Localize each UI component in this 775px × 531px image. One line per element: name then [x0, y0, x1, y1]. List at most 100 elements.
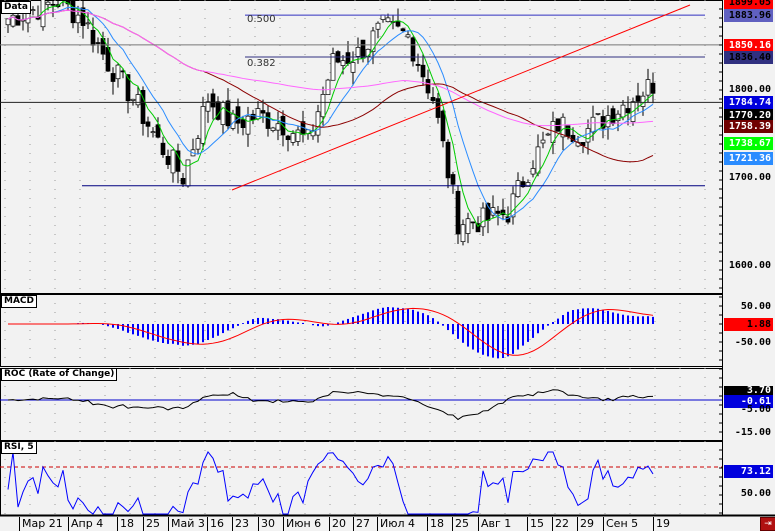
candle-body — [30, 9, 36, 11]
candle-body — [125, 74, 131, 102]
candle-body — [360, 39, 366, 59]
candle-body — [110, 73, 116, 82]
candle-body — [235, 106, 241, 124]
candle-body — [410, 37, 416, 62]
candle-body — [445, 141, 451, 179]
candle-body — [565, 125, 571, 137]
macd-value-label: 1.88 — [724, 318, 773, 331]
candle-body — [260, 110, 266, 114]
price-label: 1850.16 — [724, 38, 773, 52]
price-label: 1770.20 — [724, 109, 773, 123]
candle-body — [430, 97, 436, 101]
candle-body — [470, 221, 476, 224]
roc-value-label-b: -0.61 — [724, 395, 773, 408]
candle-body — [520, 181, 526, 188]
candle-body — [435, 98, 441, 118]
fib-label-382: 0.382 — [247, 58, 276, 69]
price-label: 1899.05 — [724, 0, 773, 9]
axis-label: -15.00 — [734, 427, 771, 438]
axis-label: 50.00 — [740, 301, 771, 312]
candle-body — [455, 190, 461, 235]
axis-label: -50.00 — [734, 337, 771, 348]
candle-body — [65, 0, 71, 5]
candle-body — [330, 53, 336, 81]
pane-title-macd: MACD — [1, 295, 37, 308]
candle-body — [405, 34, 411, 38]
candle-body — [40, 0, 46, 28]
candle-body — [530, 168, 536, 175]
exit-icon[interactable]: ⇥ — [760, 517, 775, 531]
candle-body — [140, 89, 146, 124]
price-label: 1883.96 — [724, 9, 773, 23]
x-axis-label: 16 — [207, 517, 224, 531]
price-label: 1738.67 — [724, 136, 773, 150]
x-axis-label: 30 — [258, 517, 275, 531]
axis-label: 50.00 — [740, 488, 771, 499]
candle-body — [295, 129, 301, 142]
candle-body — [90, 29, 96, 46]
candle-body — [585, 128, 591, 143]
candle-body — [165, 156, 171, 165]
candle-body — [545, 133, 551, 136]
candle-body — [510, 193, 516, 218]
candle-body — [480, 207, 486, 228]
candle-body — [200, 106, 206, 144]
candle-body — [85, 22, 91, 25]
candle-body — [595, 113, 601, 115]
candle-body — [340, 60, 346, 66]
candle-body — [420, 64, 426, 78]
price-label: 1784.74 — [724, 96, 773, 110]
candle-body — [495, 210, 501, 214]
x-axis-label: 22 — [552, 517, 569, 531]
candle-body — [10, 14, 16, 27]
candle-body — [345, 52, 351, 64]
candle-body — [115, 64, 121, 80]
candle-body — [265, 112, 271, 129]
pane-title-rsi: RSI, 5 — [1, 441, 37, 454]
candle-body — [490, 207, 496, 216]
candle-body — [170, 149, 176, 174]
candle-body — [325, 79, 331, 95]
candle-body — [610, 108, 616, 125]
candle-body — [620, 104, 626, 118]
candle-body — [15, 15, 21, 26]
candle-body — [175, 150, 181, 172]
fib-label-500: 0.500 — [247, 14, 276, 25]
x-axis-label: 23 — [232, 517, 249, 531]
trend-line — [231, 4, 691, 191]
candle-body — [320, 94, 326, 118]
candle-body — [380, 14, 386, 20]
candle-body — [415, 64, 421, 66]
candle-body — [590, 116, 596, 133]
candle-body — [400, 28, 406, 32]
candle-body — [560, 116, 566, 138]
x-axis-label: 18 — [427, 517, 444, 531]
x-axis-label: 25 — [452, 517, 469, 531]
candle-body — [370, 30, 376, 52]
candle-body — [145, 121, 151, 127]
x-axis-label: 25 — [143, 517, 160, 531]
candle-body — [535, 146, 541, 174]
candle-body — [225, 100, 231, 127]
x-axis-label: Сен 5 — [603, 517, 638, 531]
candle-body — [240, 119, 246, 128]
candle-body — [525, 182, 531, 187]
axis-label: 1600.00 — [728, 260, 771, 271]
candle-body — [650, 82, 656, 94]
candle-body — [270, 127, 276, 131]
candle-body — [220, 102, 226, 125]
candle-body — [80, 7, 86, 26]
roc-line — [7, 389, 654, 421]
candle-body — [375, 22, 381, 30]
candle-body — [155, 124, 161, 138]
candle-body — [465, 218, 471, 234]
pane-sep — [0, 293, 722, 295]
macd-signal-line — [8, 307, 654, 356]
x-axis-label: Июн 6 — [283, 517, 321, 531]
candle-body — [150, 131, 156, 134]
candle-body — [540, 139, 546, 144]
candle-body — [180, 177, 186, 185]
candle-body — [95, 42, 101, 44]
axis-label: 1700.00 — [728, 172, 771, 183]
